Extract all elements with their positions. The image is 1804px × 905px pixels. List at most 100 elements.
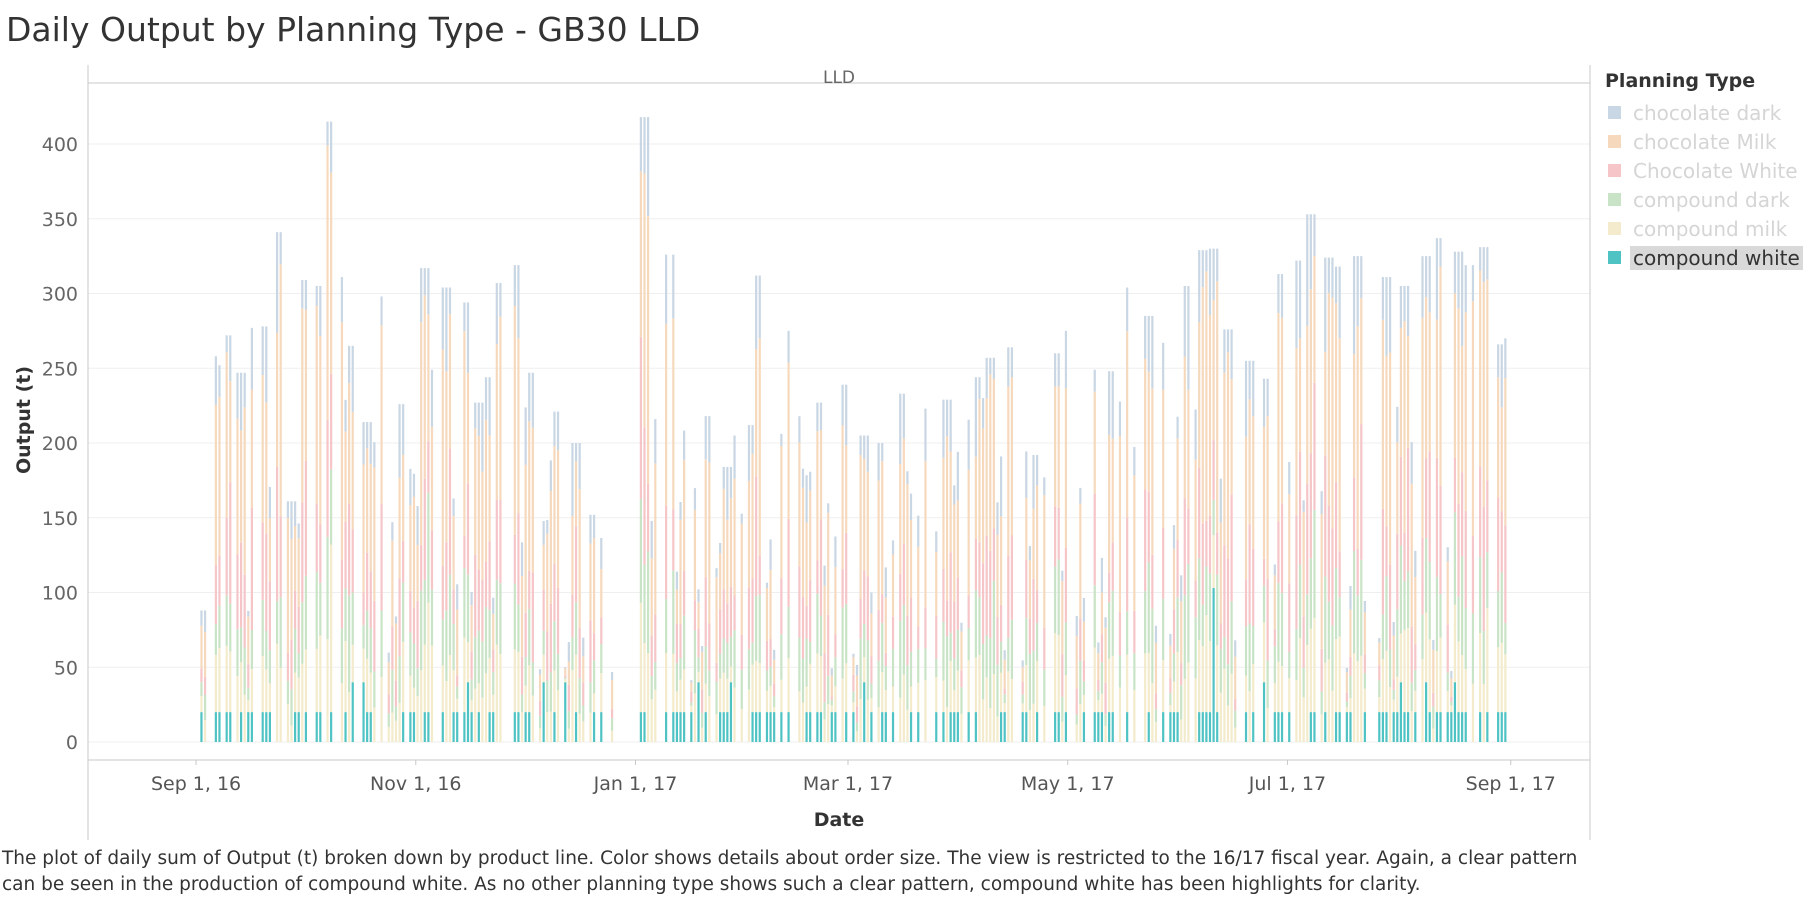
bar-segment-chocolate-milk — [974, 456, 977, 539]
bar-segment-compound-dark — [470, 679, 473, 700]
bar-segment-chocolate-milk — [751, 453, 754, 579]
bar-segment-chocolate-milk — [935, 551, 938, 616]
legend-item-chocolate-milk[interactable]: chocolate Milk — [1605, 127, 1800, 156]
bar-segment-chocolate-dark — [394, 616, 398, 624]
bar-segment-compound-milk — [1482, 683, 1485, 742]
bar-segment-chocolate-dark — [351, 345, 354, 412]
bar-segment-chocolate-dark — [276, 232, 279, 333]
bar-segment-chocolate-milk — [1266, 416, 1269, 579]
bar-segment-compound-white — [409, 712, 412, 742]
bar-segment-chocolate-milk — [953, 504, 956, 602]
bar-segment-chocolate-white — [960, 670, 963, 688]
bar-segment-compound-dark — [1262, 585, 1266, 623]
bar-segment-compound-dark — [1295, 628, 1298, 680]
bar-segment-chocolate-dark — [639, 117, 642, 172]
bar-segment-chocolate-dark — [989, 357, 992, 375]
bar-segment-chocolate-white — [1435, 457, 1439, 577]
bar-segment-compound-milk — [225, 645, 228, 713]
bar-segment-chocolate-white — [949, 552, 952, 633]
legend-item-compound-dark[interactable]: compound dark — [1605, 185, 1800, 214]
bar-segment-chocolate-dark — [236, 372, 239, 419]
bar-segment-compound-milk — [729, 666, 733, 683]
bar-segment-chocolate-milk — [1180, 601, 1183, 664]
bar-segment-compound-milk — [701, 727, 704, 742]
bar-segment-compound-white — [1435, 712, 1439, 742]
bar-segment-compound-dark — [1381, 614, 1384, 660]
bar-segment-compound-white — [690, 712, 693, 742]
bar-segment-chocolate-white — [1108, 572, 1111, 603]
bar-segment-compound-milk — [945, 706, 949, 742]
bar-segment-chocolate-white — [362, 592, 365, 626]
bar-segment-chocolate-dark — [441, 287, 444, 350]
bar-segment-compound-white — [639, 712, 642, 742]
bar-segment-compound-milk — [755, 660, 758, 713]
bar-segment-compound-dark — [416, 668, 419, 697]
bar-segment-chocolate-milk — [1288, 494, 1291, 584]
bar-segment-chocolate-dark — [369, 422, 372, 464]
bar-segment-compound-dark — [935, 658, 938, 678]
y-tick-label: 200 — [42, 433, 78, 455]
bar-segment-compound-milk — [326, 639, 329, 742]
bar-segment-compound-milk — [276, 643, 279, 742]
bar-segment-chocolate-dark — [1280, 274, 1284, 318]
bar-segment-chocolate-white — [294, 591, 297, 629]
bar-segment-chocolate-dark — [1471, 265, 1475, 301]
bar-segment-chocolate-milk — [960, 631, 963, 671]
bar-segment-chocolate-white — [1334, 481, 1338, 569]
bar-segment-chocolate-white — [845, 532, 848, 604]
bar-segment-chocolate-dark — [1306, 214, 1309, 326]
bar-segment-chocolate-milk — [1208, 314, 1212, 516]
bar-segment-compound-dark — [247, 687, 250, 701]
bar-segment-chocolate-milk — [1486, 279, 1489, 481]
bar-segment-chocolate-white — [250, 507, 253, 630]
bar-segment-compound-milk — [1363, 688, 1366, 713]
bar-segment-chocolate-white — [297, 606, 300, 654]
bar-segment-compound-milk — [402, 641, 405, 713]
bar-segment-compound-dark — [1133, 653, 1136, 691]
bar-segment-compound-white — [1450, 712, 1453, 742]
bar-segment-compound-dark — [949, 632, 952, 661]
bar-segment-chocolate-white — [225, 517, 228, 596]
bar-segment-chocolate-milk — [1244, 436, 1248, 580]
bar-segment-chocolate-white — [1338, 551, 1341, 598]
bar-segment-compound-dark — [967, 627, 970, 661]
bar-segment-chocolate-white — [499, 499, 502, 584]
bar-segment-chocolate-milk — [1360, 298, 1363, 425]
bar-segment-chocolate-white — [1248, 524, 1251, 624]
legend-item-compound-white[interactable]: compound white — [1605, 243, 1803, 272]
bar-segment-chocolate-white — [866, 576, 869, 641]
bar-segment-compound-milk — [470, 699, 473, 713]
bar-segment-chocolate-dark — [1262, 378, 1266, 427]
legend-item-chocolate-dark[interactable]: chocolate dark — [1605, 98, 1800, 127]
bar-segment-compound-milk — [218, 647, 221, 713]
bar-segment-chocolate-milk — [729, 498, 733, 587]
bar-segment-chocolate-dark — [978, 377, 981, 399]
bar-segment-chocolate-milk — [1313, 255, 1316, 383]
bar-segment-chocolate-dark — [488, 377, 491, 436]
bar-segment-compound-dark — [474, 637, 477, 689]
bar-segment-chocolate-dark — [1151, 315, 1154, 389]
bar-segment-chocolate-white — [1219, 623, 1222, 649]
bar-segment-compound-dark — [567, 711, 570, 729]
bar-segment-compound-white — [427, 712, 430, 742]
bar-segment-chocolate-white — [967, 595, 970, 628]
bar-segment-compound-dark — [1111, 590, 1114, 656]
bar-segment-compound-dark — [348, 595, 351, 693]
bar-segment-chocolate-white — [265, 533, 268, 632]
bar-segment-compound-milk — [236, 675, 239, 742]
legend-item-compound-milk[interactable]: compound milk — [1605, 214, 1800, 243]
bar-segment-chocolate-milk — [351, 411, 354, 530]
bar-segment-compound-dark — [1360, 559, 1363, 656]
bar-segment-compound-milk — [765, 690, 769, 713]
legend-item-chocolate-white[interactable]: Chocolate White — [1605, 156, 1800, 185]
y-tick-label: 300 — [42, 284, 78, 306]
bar-segment-chocolate-dark — [1064, 330, 1068, 389]
bar-segment-compound-dark — [827, 675, 830, 705]
bar-segment-compound-white — [891, 712, 895, 742]
bar-segment-chocolate-white — [852, 674, 855, 692]
bar-segment-chocolate-milk — [704, 459, 707, 578]
bar-segment-chocolate-milk — [816, 431, 819, 561]
bar-segment-chocolate-milk — [1280, 317, 1284, 504]
bar-segment-compound-milk — [290, 725, 293, 742]
bar-segment-compound-dark — [1036, 623, 1039, 662]
